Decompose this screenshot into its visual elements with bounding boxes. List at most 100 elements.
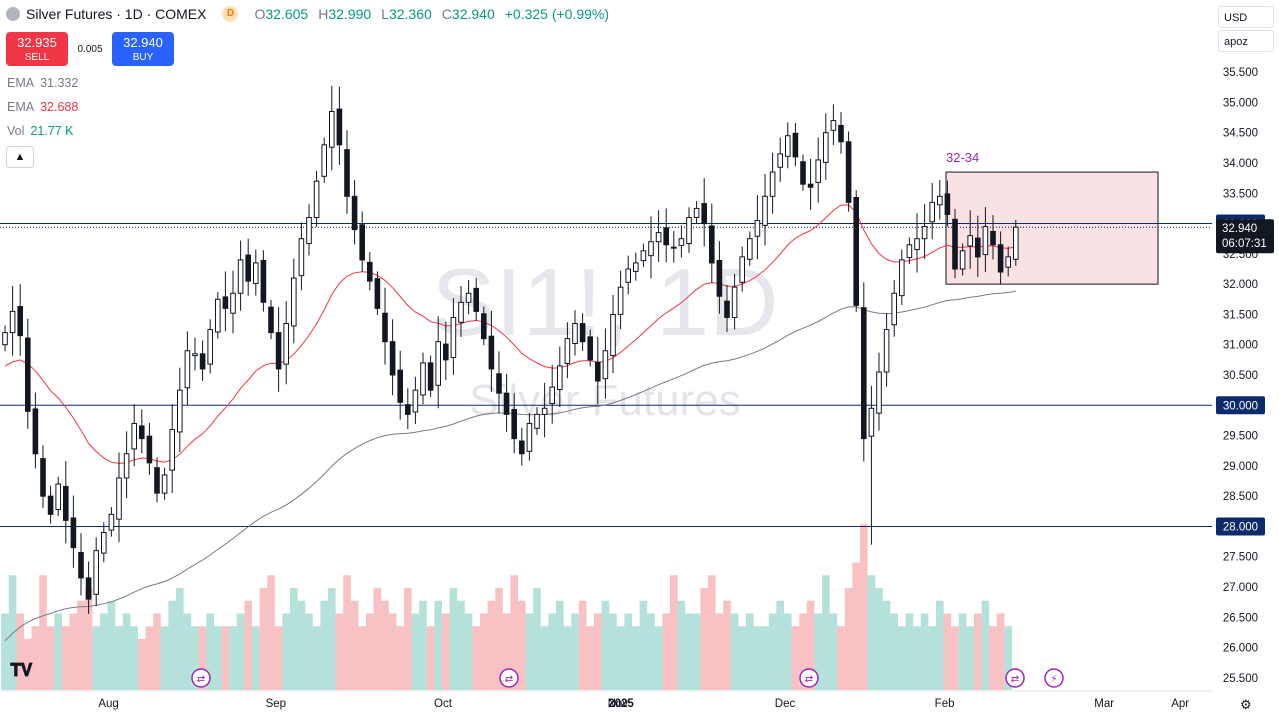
candle[interactable] [823, 113, 829, 180]
candle[interactable] [876, 352, 882, 431]
candle[interactable] [70, 495, 77, 568]
candle[interactable] [420, 352, 426, 405]
candle[interactable] [154, 457, 160, 503]
candle[interactable] [526, 413, 533, 461]
candle[interactable] [769, 152, 776, 214]
candle[interactable] [914, 213, 920, 273]
candle[interactable] [306, 204, 312, 256]
candle[interactable] [184, 331, 191, 406]
candle[interactable] [283, 301, 289, 385]
zone-rectangle[interactable] [945, 171, 1159, 285]
candle[interactable] [617, 270, 624, 330]
candle[interactable] [230, 270, 236, 334]
candle[interactable] [139, 409, 145, 454]
candle[interactable] [785, 122, 791, 169]
candle[interactable] [131, 404, 137, 467]
candle[interactable] [344, 130, 350, 214]
candle[interactable] [982, 207, 989, 272]
candle[interactable] [85, 561, 92, 614]
candle[interactable] [405, 388, 411, 430]
candle[interactable] [17, 284, 23, 356]
candle[interactable] [747, 231, 753, 266]
candle[interactable] [488, 310, 495, 392]
candle[interactable] [595, 336, 601, 404]
candle[interactable] [997, 231, 1004, 285]
candle[interactable] [853, 190, 860, 312]
candle[interactable] [883, 313, 890, 387]
candle[interactable] [587, 329, 594, 367]
arrows-icon[interactable]: ⇄ [1005, 668, 1025, 688]
candle[interactable] [192, 337, 198, 371]
candle[interactable] [807, 158, 814, 211]
candle[interactable] [435, 316, 441, 409]
candle[interactable] [731, 273, 738, 330]
candle[interactable] [648, 216, 654, 279]
candle[interactable] [123, 431, 130, 499]
candle[interactable] [101, 522, 107, 563]
sell-button[interactable]: 32.935 SELL [6, 32, 68, 66]
candle[interactable] [245, 238, 251, 296]
arrows-icon[interactable]: ⇄ [499, 668, 519, 688]
candle[interactable] [473, 278, 479, 321]
candles[interactable] [2, 86, 1019, 614]
candle[interactable] [891, 279, 898, 337]
candle[interactable] [268, 299, 274, 340]
candle[interactable] [458, 285, 464, 338]
candle[interactable] [693, 201, 700, 225]
indicator-ema-50[interactable]: EMA 32.688 [7, 100, 78, 114]
candle[interactable] [906, 237, 913, 265]
candle[interactable] [777, 137, 784, 182]
interval-badge[interactable]: D [222, 6, 239, 22]
candle[interactable] [929, 182, 936, 240]
candle[interactable] [253, 249, 259, 296]
candle[interactable] [412, 376, 419, 424]
candle[interactable] [830, 104, 837, 145]
candle[interactable] [686, 207, 692, 253]
candle[interactable] [177, 367, 183, 453]
candle[interactable] [237, 240, 244, 311]
candle[interactable] [845, 131, 852, 212]
candle[interactable] [861, 282, 867, 462]
candle[interactable] [541, 382, 548, 438]
candle[interactable] [78, 533, 84, 596]
candle[interactable] [739, 246, 746, 292]
candle[interactable] [313, 170, 320, 227]
candle[interactable] [481, 306, 487, 346]
candle[interactable] [108, 507, 115, 537]
candle[interactable] [146, 422, 153, 475]
candle[interactable] [800, 154, 806, 191]
candle[interactable] [990, 215, 996, 260]
candle[interactable] [967, 210, 974, 269]
candle[interactable] [610, 295, 616, 374]
scale-mode-select[interactable]: apoz [1218, 30, 1274, 52]
candle[interactable] [1005, 246, 1012, 277]
level-price-badge[interactable] [1216, 396, 1265, 415]
candle[interactable] [291, 258, 297, 344]
candle[interactable] [663, 208, 670, 263]
candle[interactable] [655, 210, 662, 262]
candle[interactable] [534, 407, 540, 435]
arrows-icon[interactable]: ⇄ [799, 668, 819, 688]
candle[interactable] [899, 249, 905, 305]
candle[interactable] [640, 243, 647, 268]
candle[interactable] [762, 173, 768, 246]
candle[interactable] [868, 385, 875, 545]
candle[interactable] [975, 215, 981, 278]
candle[interactable] [260, 250, 267, 312]
gear-icon[interactable]: ⚙ [1240, 697, 1252, 712]
candle[interactable] [465, 279, 472, 315]
candle[interactable] [55, 476, 62, 517]
candle[interactable] [503, 373, 510, 432]
candle[interactable] [724, 284, 730, 333]
level-price-badge[interactable] [1216, 517, 1265, 536]
candle[interactable] [427, 355, 434, 397]
candle[interactable] [199, 340, 206, 381]
candle[interactable] [496, 351, 502, 414]
candle[interactable] [602, 328, 609, 399]
candle[interactable] [329, 86, 335, 171]
candle[interactable] [557, 346, 563, 407]
candle[interactable] [572, 310, 578, 356]
symbol-title[interactable]: Silver Futures · 1D · COMEX [26, 6, 207, 22]
candle[interactable] [351, 179, 358, 245]
